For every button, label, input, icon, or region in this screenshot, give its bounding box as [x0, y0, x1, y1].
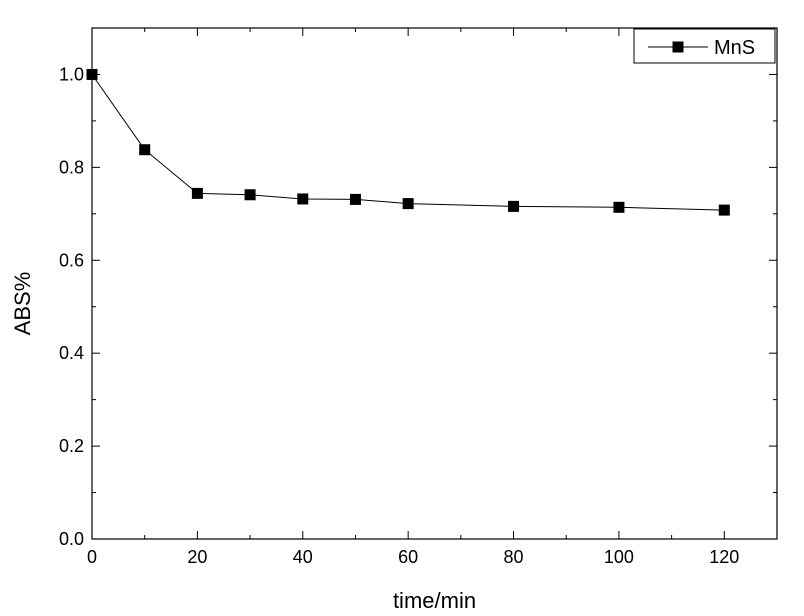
data-point: [718, 204, 730, 216]
legend-marker-square: [672, 41, 684, 53]
x-tick-label: 100: [604, 547, 634, 567]
data-point: [613, 201, 625, 213]
y-axis-title: ABS%: [10, 272, 35, 336]
data-point: [349, 193, 361, 205]
y-tick-label: 0.8: [59, 157, 84, 177]
data-point: [139, 144, 151, 156]
x-tick-label: 20: [187, 547, 207, 567]
major-ticks: [91, 28, 777, 540]
x-tick-label: 40: [293, 547, 313, 567]
legend-label: MnS: [714, 37, 755, 59]
tick-labels: 0 20 40 60 80 100 120 0.0 0.2 0.4 0.6 0.8 1.0: [59, 64, 739, 567]
x-axis-title: time/min: [393, 588, 476, 613]
data-point: [508, 200, 520, 212]
minor-ticks: [92, 28, 777, 539]
legend-box: [633, 28, 776, 64]
data-point: [297, 193, 309, 205]
x-tick-label: 120: [709, 547, 739, 567]
series-line: [91, 74, 725, 211]
data-point: [191, 187, 203, 199]
series-layer: [86, 68, 730, 216]
legend: MnS: [633, 28, 776, 64]
data-point: [244, 189, 256, 201]
y-tick-label: 0.4: [59, 343, 84, 363]
y-tick-label: 0.2: [59, 436, 84, 456]
data-point: [402, 198, 414, 210]
y-tick-label: 0.0: [59, 529, 84, 549]
y-tick-label: 1.0: [59, 64, 84, 84]
y-tick-label: 0.6: [59, 250, 84, 270]
x-tick-label: 0: [87, 547, 97, 567]
x-tick-label: 60: [398, 547, 418, 567]
x-tick-label: 80: [504, 547, 524, 567]
plot-frame: [91, 27, 778, 540]
